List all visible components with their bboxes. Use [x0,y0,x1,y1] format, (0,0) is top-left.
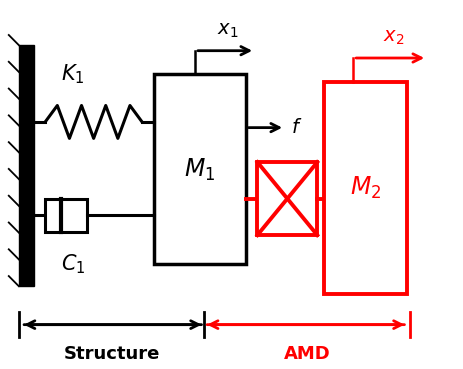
Text: $K_1$: $K_1$ [61,63,84,86]
Text: $M_1$: $M_1$ [184,156,215,183]
Bar [45,199,87,231]
Text: $x_2$: $x_2$ [382,28,404,47]
Bar [19,45,34,286]
Bar [324,82,407,294]
Text: $C_1$: $C_1$ [61,253,85,276]
Text: $x_1$: $x_1$ [217,21,238,40]
Text: Structure: Structure [63,345,159,363]
Bar [153,75,245,264]
Text: $M_2$: $M_2$ [350,175,381,201]
Text: AMD: AMD [283,345,330,363]
Bar [257,162,317,235]
Text: $f$: $f$ [290,118,301,137]
